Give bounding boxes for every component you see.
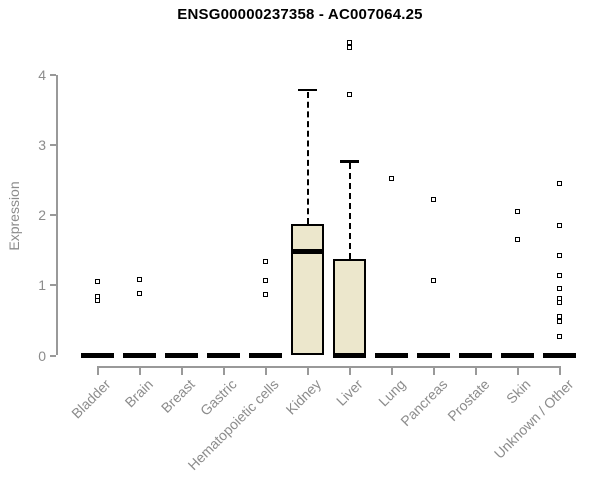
x-tick bbox=[432, 366, 435, 375]
outlier-point bbox=[557, 300, 563, 306]
box bbox=[332, 259, 367, 356]
outlier-point bbox=[557, 319, 563, 325]
x-tick bbox=[306, 366, 309, 375]
x-tick bbox=[348, 366, 351, 375]
outlier-point bbox=[431, 277, 437, 283]
x-axis-line bbox=[96, 366, 561, 368]
x-tick bbox=[222, 366, 225, 375]
x-tick bbox=[180, 366, 183, 375]
outlier-point bbox=[137, 276, 143, 282]
chart-title: ENSG00000237358 - AC007064.25 bbox=[177, 6, 423, 23]
x-tick-label: Lung bbox=[374, 376, 409, 410]
zero-line bbox=[542, 353, 577, 358]
y-tick-label: 3 bbox=[38, 137, 46, 154]
outlier-point bbox=[557, 223, 563, 229]
zero-line bbox=[416, 353, 451, 358]
outlier-point bbox=[347, 45, 353, 51]
outlier-point bbox=[137, 290, 143, 296]
box-median bbox=[290, 248, 325, 254]
x-tick-label: Prostate bbox=[443, 376, 493, 425]
x-tick-label: Brain bbox=[121, 376, 157, 411]
x-tick bbox=[138, 366, 141, 375]
zero-line bbox=[206, 353, 241, 358]
whisker-cap bbox=[340, 160, 360, 163]
zero-line bbox=[248, 353, 283, 358]
y-tick-label: 4 bbox=[38, 67, 46, 84]
outlier-point bbox=[431, 197, 437, 203]
zero-line bbox=[80, 353, 115, 358]
x-tick-label: Bladder bbox=[68, 376, 115, 422]
x-tick bbox=[264, 366, 267, 375]
outlier-point bbox=[557, 285, 563, 291]
whisker bbox=[306, 91, 309, 225]
y-tick bbox=[50, 74, 56, 77]
y-tick-label: 0 bbox=[38, 347, 46, 364]
x-tick bbox=[474, 366, 477, 375]
y-tick bbox=[50, 214, 56, 217]
x-tick bbox=[516, 366, 519, 375]
outlier-point bbox=[263, 292, 269, 297]
box-median bbox=[332, 353, 367, 358]
zero-line bbox=[458, 353, 493, 358]
outlier-point bbox=[557, 314, 563, 320]
outlier-point bbox=[263, 277, 269, 283]
y-tick bbox=[50, 284, 56, 287]
y-axis-line bbox=[56, 75, 58, 356]
whisker bbox=[348, 163, 351, 260]
outlier-point bbox=[95, 278, 101, 284]
x-tick bbox=[558, 366, 561, 375]
x-tick-label: Liver bbox=[333, 376, 367, 409]
outlier-point bbox=[557, 334, 563, 340]
y-tick bbox=[50, 144, 56, 147]
y-tick-label: 2 bbox=[38, 207, 46, 224]
outlier-point bbox=[557, 253, 563, 259]
outlier-point bbox=[95, 298, 101, 304]
outlier-point bbox=[515, 236, 521, 242]
zero-line bbox=[500, 353, 535, 358]
x-tick bbox=[390, 366, 393, 375]
outlier-point bbox=[347, 40, 353, 46]
box bbox=[290, 224, 325, 356]
x-tick bbox=[96, 366, 99, 375]
zero-line bbox=[374, 353, 409, 358]
zero-line bbox=[122, 353, 157, 358]
outlier-point bbox=[389, 175, 395, 181]
outlier-point bbox=[347, 92, 353, 98]
outlier-point bbox=[557, 273, 563, 279]
y-tick-label: 1 bbox=[38, 277, 46, 294]
outlier-point bbox=[515, 209, 521, 215]
outlier-point bbox=[263, 259, 269, 265]
x-tick-label: Unknown / Other bbox=[490, 376, 577, 462]
zero-line bbox=[164, 353, 199, 358]
x-tick-label: Breast bbox=[158, 376, 199, 416]
y-tick bbox=[50, 354, 56, 357]
x-tick-label: Skin bbox=[503, 376, 535, 407]
outlier-point bbox=[557, 180, 563, 186]
x-tick-label: Kidney bbox=[282, 376, 325, 418]
whisker-cap bbox=[298, 88, 318, 92]
